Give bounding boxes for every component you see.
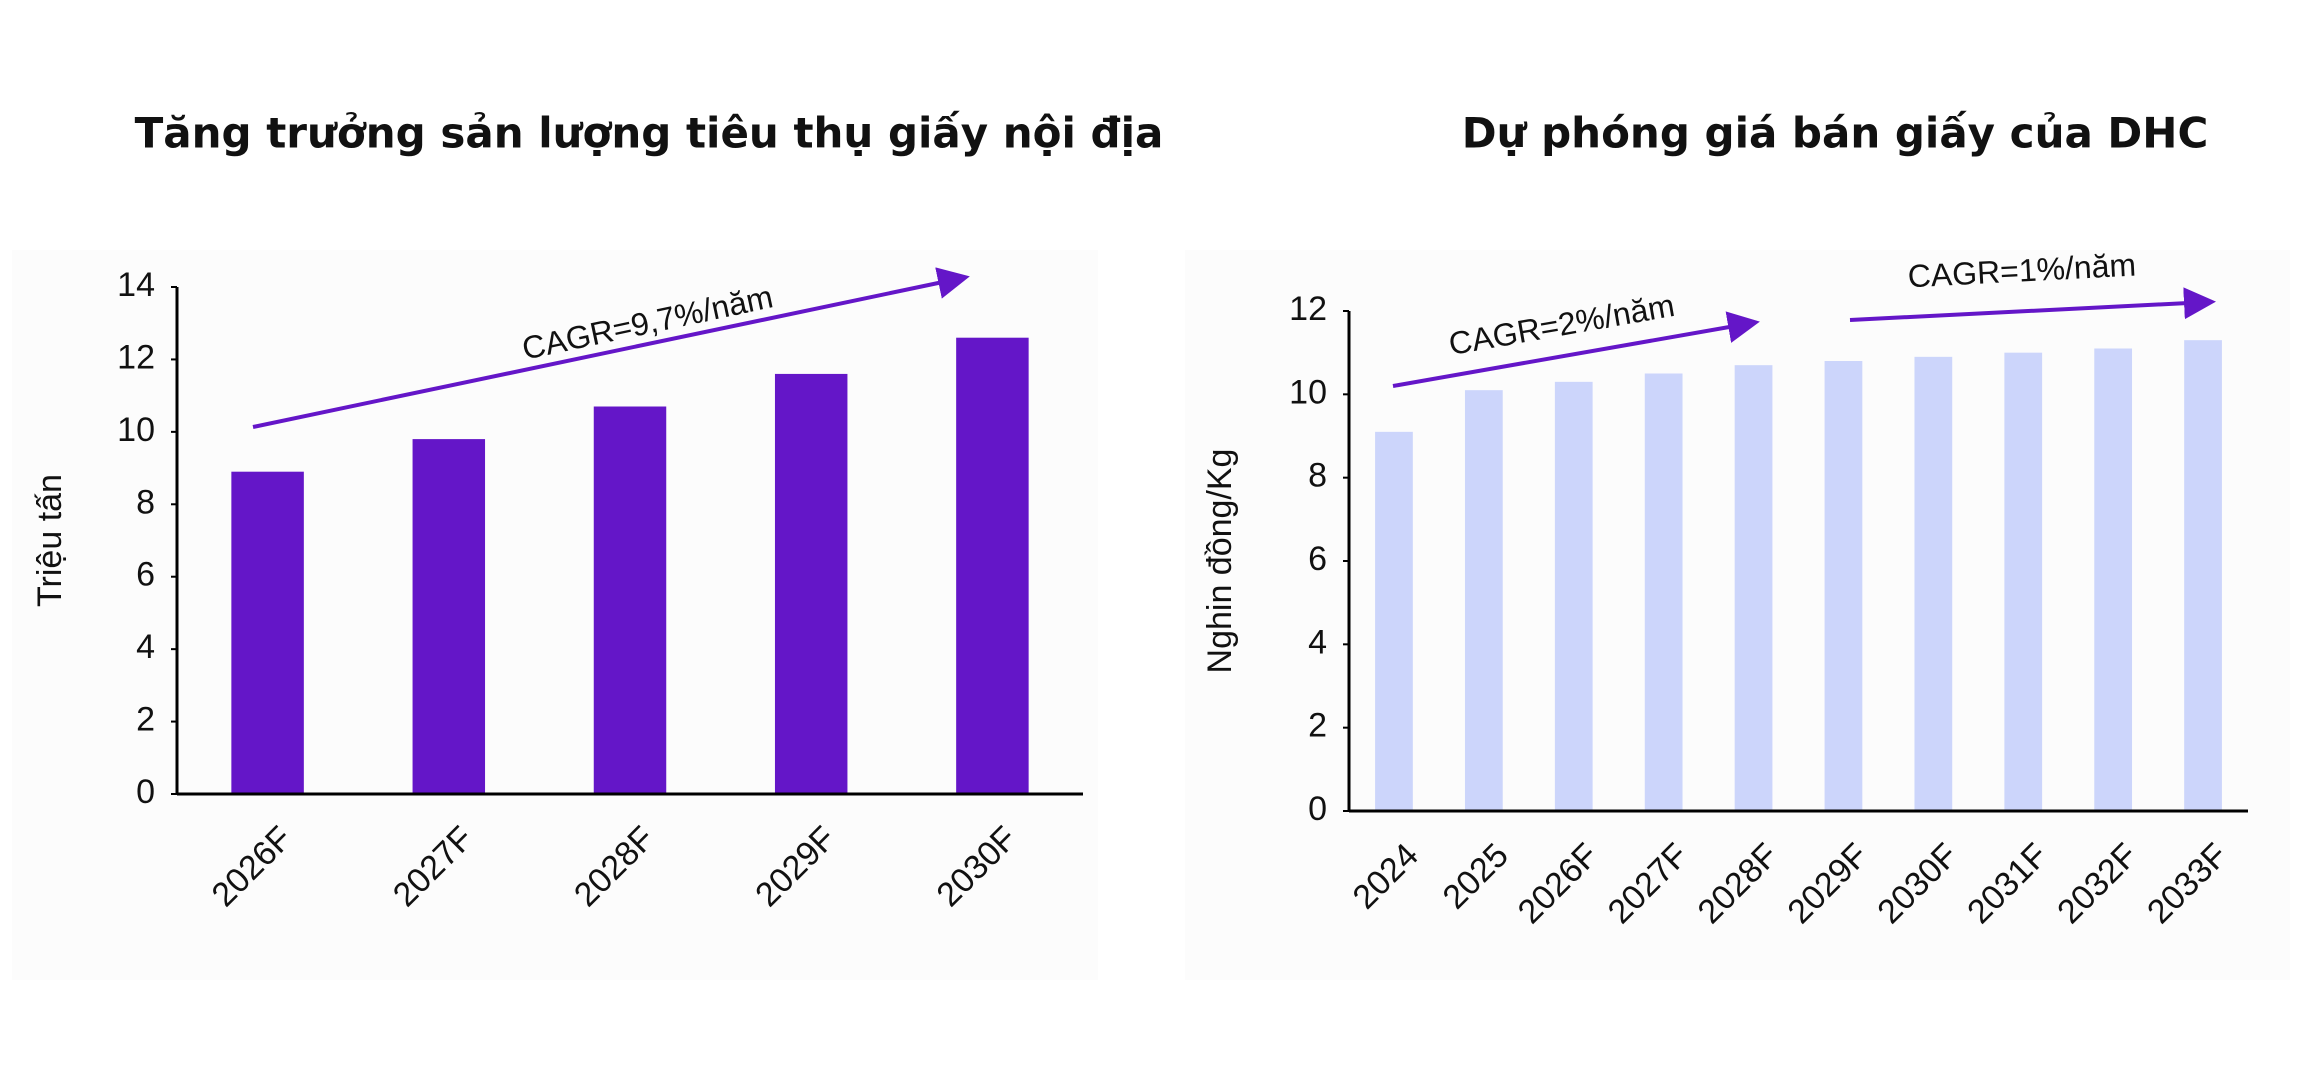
y-tick-label: 8 [1308,457,1327,495]
y-tick-label: 4 [1308,623,1327,661]
bar [1644,373,1683,811]
y-tick-label: 12 [1289,290,1327,328]
bar [1824,361,1863,811]
trend-arrow [1849,287,2216,322]
bar [1734,365,1773,811]
bar [1554,381,1593,811]
bar [593,406,667,794]
y-axis-label: Nghin đồng/Kg [1201,449,1239,674]
bar [2004,352,2043,811]
y-tick-label: 2 [1308,707,1327,745]
bar [2184,340,2222,811]
bar [774,373,848,794]
bar [956,337,1029,794]
bar [1914,356,1953,811]
y-tick-label: 0 [136,773,155,811]
y-tick-label: 6 [136,556,155,594]
y-tick-label: 0 [1308,790,1327,828]
bar [231,471,304,794]
trend-arrow [252,267,970,429]
chart-title: Tăng trưởng sản lượng tiêu thụ giấy nội … [135,109,1164,158]
y-tick-label: 14 [117,266,155,304]
y-tick-label: 8 [136,483,155,521]
panel-bg [12,250,1098,980]
y-tick-label: 2 [136,701,155,739]
y-tick-label: 6 [1308,540,1327,578]
bar [412,439,486,794]
y-axis-label: Triệu tấn [31,474,69,607]
y-tick-label: 4 [136,628,155,666]
bar [2094,348,2133,811]
y-tick-label: 10 [117,411,155,449]
bar [1464,390,1503,811]
trend-arrow [1392,311,1760,388]
bar [1375,431,1413,811]
y-tick-label: 12 [117,338,155,376]
y-tick-label: 10 [1289,373,1327,411]
chart-title: Dự phóng giá bán giấy của DHC [1462,109,2209,158]
